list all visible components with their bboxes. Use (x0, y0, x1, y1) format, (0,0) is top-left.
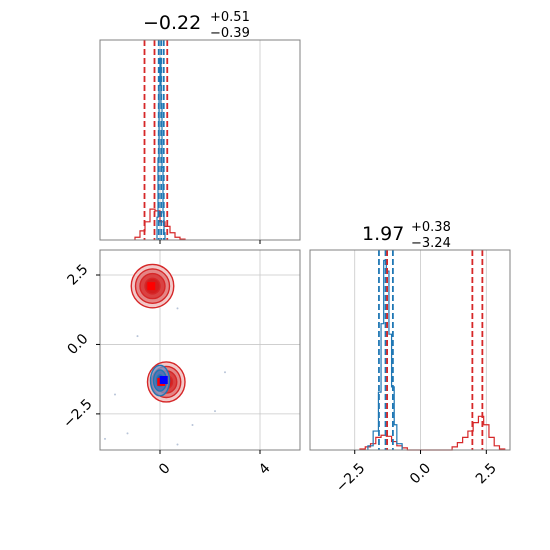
param1-title-value: −0.22 (143, 12, 201, 34)
joint-y-tick-label: 2.5 (64, 261, 91, 288)
joint-y-tick-label: −2.5 (60, 396, 95, 431)
pj-xticks-label: 4 (256, 460, 274, 478)
joint-y-tick-label: 0.0 (64, 331, 91, 358)
p2-ticks-label: 0.0 (407, 460, 434, 487)
joint-scatter-point (126, 432, 129, 435)
joint-scatter-point (224, 371, 226, 374)
p2-ticks-label: −2.5 (333, 460, 368, 495)
marginal-param1-quantile-lines (143, 40, 169, 240)
param2-title-minus: −3.24 (411, 236, 451, 251)
joint-scatter-point (104, 437, 106, 440)
p2-hist-blue (367, 259, 403, 450)
marginal-param2-quantile-lines (378, 250, 484, 450)
marginal-panel-param1: −0.22 +0.51 −0.39 (99, 10, 301, 244)
joint-y-ticks: −2.5 0.0 2.5 (60, 261, 100, 432)
param1-title-plus: +0.51 (210, 10, 250, 25)
marginal-param1-ticks (159, 240, 261, 244)
marginal-param2-frame (309, 249, 511, 451)
joint-scatter-point (191, 424, 194, 426)
joint-scatter-point (114, 393, 116, 396)
p1-hist-red (134, 208, 186, 240)
p2-hist-red (359, 415, 506, 451)
marginal-param1-frame (99, 39, 301, 241)
joint-frame (99, 249, 301, 451)
marginal-param2-histograms (359, 259, 506, 451)
joint-grid (100, 250, 300, 450)
joint-scatter-point (136, 335, 139, 338)
param1-title-minus: −0.39 (210, 26, 250, 41)
joint-red-marker (147, 282, 156, 291)
p2-ticks-label: 2.5 (473, 460, 500, 487)
joint-scatter-point (214, 410, 216, 413)
param2-title-plus: +0.38 (411, 220, 451, 235)
joint-markers (147, 282, 168, 386)
marginal-param2-grid (354, 250, 487, 450)
marginal-param2-ticks: −2.5 0.0 2.5 (333, 450, 500, 496)
marginal-param1-grid (159, 40, 261, 240)
joint-scatter-points (104, 307, 226, 446)
joint-blue-marker (159, 376, 168, 384)
joint-scatter-point (176, 443, 179, 446)
param2-title-value: 1.97 (362, 223, 404, 245)
joint-scatter-point (176, 307, 179, 310)
marginal-panel-param2: −2.5 0.0 2.5 1.97 +0.38 −3.24 (309, 220, 511, 496)
pj-xticks-label: 0 (156, 460, 174, 478)
